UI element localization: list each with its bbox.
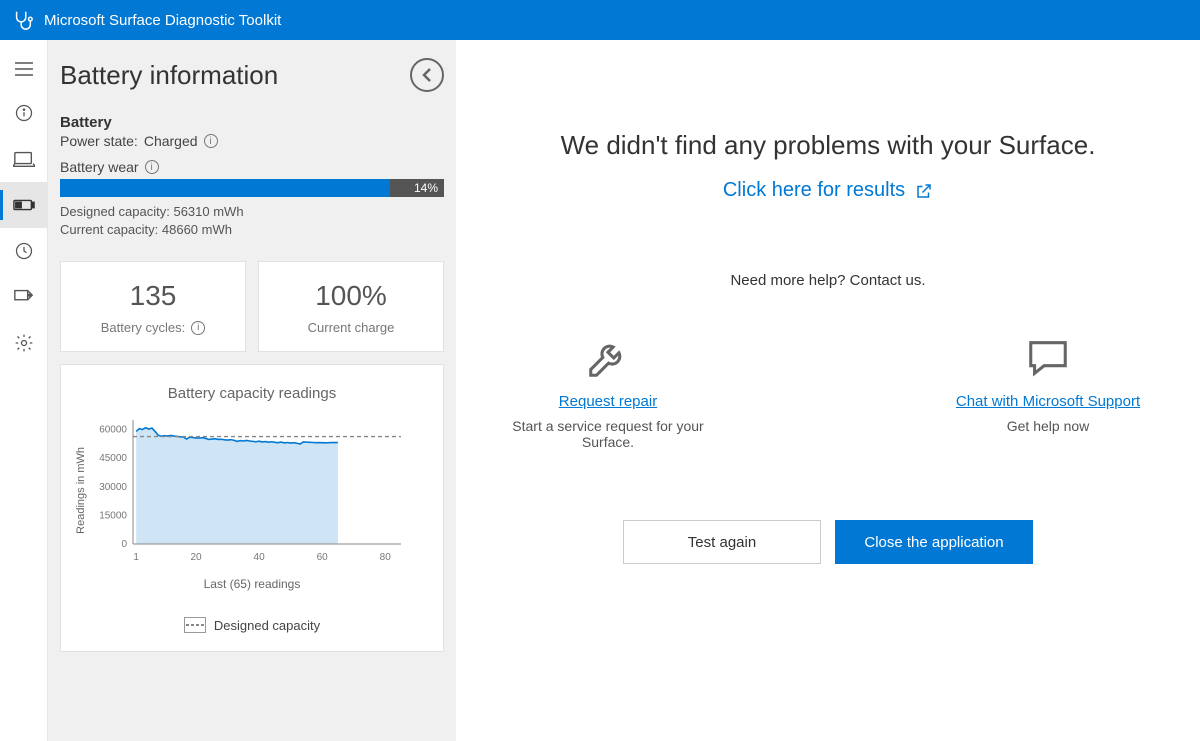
svg-text:45000: 45000 bbox=[99, 454, 127, 465]
close-app-button[interactable]: Close the application bbox=[835, 520, 1033, 564]
chart-svg: 0 15000 30000 45000 60000 1 20 40 60 80 bbox=[91, 414, 411, 564]
cycles-info-icon[interactable]: i bbox=[191, 321, 205, 335]
designed-capacity-label: Designed capacity: bbox=[60, 204, 170, 219]
battery-wear-fill bbox=[60, 179, 390, 197]
svg-text:20: 20 bbox=[190, 552, 202, 563]
power-state-row: Power state: Charged i bbox=[60, 133, 444, 149]
repair-link[interactable]: Request repair bbox=[559, 393, 657, 410]
svg-text:0: 0 bbox=[121, 539, 127, 550]
charge-card: 100% Current charge bbox=[258, 261, 444, 352]
battery-wear-percent: 14% bbox=[414, 179, 438, 197]
svg-text:15000: 15000 bbox=[99, 511, 127, 522]
legend-label: Designed capacity bbox=[214, 618, 320, 633]
battery-wear-row: Battery wear i bbox=[60, 159, 444, 175]
test-again-button[interactable]: Test again bbox=[623, 520, 821, 564]
chart-legend: Designed capacity bbox=[71, 617, 433, 633]
legend-swatch bbox=[184, 617, 206, 633]
current-capacity-row: Current capacity: 48660 mWh bbox=[60, 221, 444, 239]
repair-card: Request repair Start a service request f… bbox=[498, 335, 718, 450]
display-icon bbox=[13, 150, 35, 168]
designed-capacity-value: 56310 mWh bbox=[173, 204, 243, 219]
svg-text:80: 80 bbox=[380, 552, 392, 563]
tag-icon bbox=[13, 288, 35, 306]
left-panel: Battery information Battery Power state:… bbox=[48, 40, 456, 741]
svg-text:30000: 30000 bbox=[99, 482, 127, 493]
titlebar: Microsoft Surface Diagnostic Toolkit bbox=[0, 0, 1200, 40]
chat-link[interactable]: Chat with Microsoft Support bbox=[956, 393, 1140, 410]
battery-section-title: Battery bbox=[60, 114, 444, 131]
right-panel: We didn't find any problems with your Su… bbox=[456, 40, 1200, 741]
gear-icon bbox=[14, 333, 34, 353]
battery-wear-bar: 14% bbox=[60, 179, 444, 197]
svg-text:60000: 60000 bbox=[99, 425, 127, 436]
chart-x-label: Last (65) readings bbox=[71, 577, 433, 591]
current-capacity-value: 48660 mWh bbox=[162, 222, 232, 237]
back-button[interactable] bbox=[410, 58, 444, 92]
hamburger-menu[interactable] bbox=[0, 48, 48, 90]
cycles-card: 135 Battery cycles: i bbox=[60, 261, 246, 352]
charge-value: 100% bbox=[269, 280, 433, 312]
chart-title: Battery capacity readings bbox=[71, 385, 433, 402]
sidebar-item-settings[interactable] bbox=[0, 320, 48, 366]
sidebar-item-info[interactable] bbox=[0, 90, 48, 136]
current-capacity-label: Current capacity: bbox=[60, 222, 158, 237]
chart-card: Battery capacity readings Readings in mW… bbox=[60, 364, 444, 652]
sidebar-item-repair[interactable] bbox=[0, 274, 48, 320]
results-link-text: Click here for results bbox=[723, 179, 905, 202]
designed-capacity-row: Designed capacity: 56310 mWh bbox=[60, 203, 444, 221]
battery-wear-label: Battery wear bbox=[60, 159, 139, 175]
chat-card: Chat with Microsoft Support Get help now bbox=[938, 335, 1158, 450]
charge-label: Current charge bbox=[308, 320, 395, 335]
chevron-left-icon bbox=[421, 67, 433, 83]
results-link[interactable]: Click here for results bbox=[723, 179, 933, 202]
stethoscope-icon bbox=[12, 9, 34, 31]
svg-text:60: 60 bbox=[317, 552, 329, 563]
sidebar-item-display[interactable] bbox=[0, 136, 48, 182]
result-heading: We didn't find any problems with your Su… bbox=[561, 130, 1096, 161]
svg-text:40: 40 bbox=[254, 552, 266, 563]
power-state-value: Charged bbox=[144, 133, 198, 149]
clock-icon bbox=[14, 241, 34, 261]
external-link-icon bbox=[915, 182, 933, 200]
contact-text: Need more help? Contact us. bbox=[730, 272, 925, 289]
chat-icon bbox=[1025, 335, 1071, 381]
power-state-info-icon[interactable]: i bbox=[204, 134, 218, 148]
hamburger-icon bbox=[15, 62, 33, 76]
sidebar-item-history[interactable] bbox=[0, 228, 48, 274]
info-circle-icon bbox=[14, 103, 34, 123]
app-title: Microsoft Surface Diagnostic Toolkit bbox=[44, 12, 281, 29]
battery-wear-info-icon[interactable]: i bbox=[145, 160, 159, 174]
repair-desc: Start a service request for your Surface… bbox=[498, 418, 718, 450]
page-title: Battery information bbox=[60, 60, 278, 91]
sidebar-item-battery[interactable] bbox=[0, 182, 48, 228]
chart-y-label: Readings in mWh bbox=[71, 447, 91, 534]
svg-text:1: 1 bbox=[133, 552, 139, 563]
battery-icon bbox=[13, 199, 35, 211]
chat-desc: Get help now bbox=[1007, 418, 1090, 434]
cycles-label: Battery cycles: bbox=[101, 320, 186, 335]
sidebar bbox=[0, 40, 48, 741]
wrench-icon bbox=[585, 335, 631, 381]
cycles-value: 135 bbox=[71, 280, 235, 312]
power-state-label: Power state: bbox=[60, 133, 138, 149]
